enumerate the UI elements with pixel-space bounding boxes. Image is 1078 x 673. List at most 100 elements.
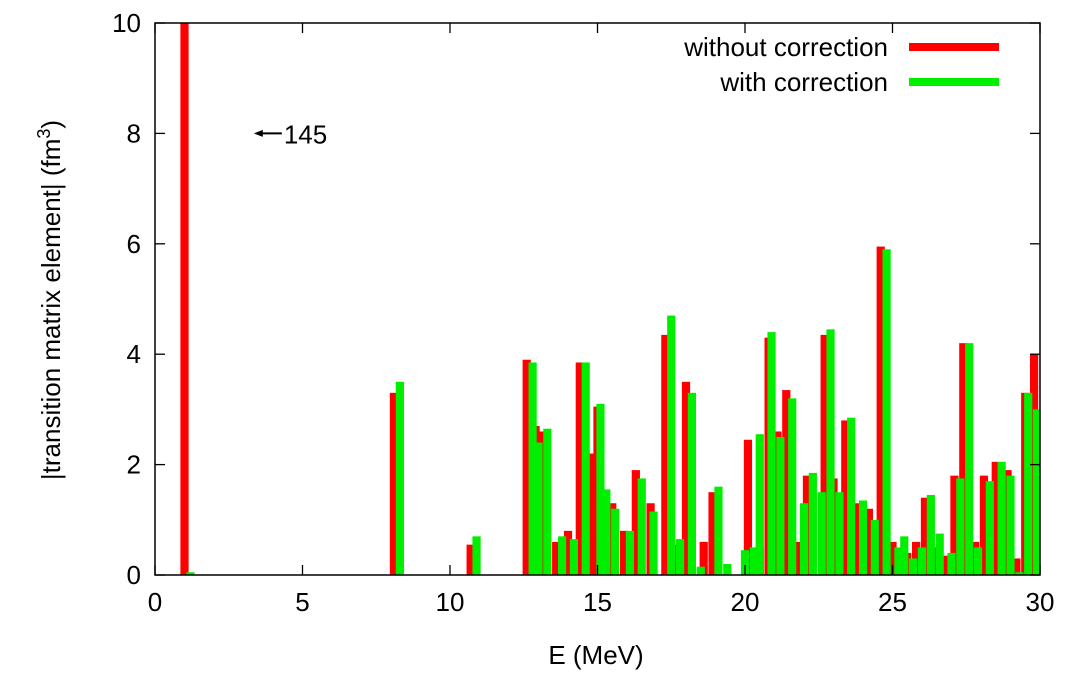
axes-layer: 0 5 10 15 20 25 30 0 2 4 6 8 10 bbox=[112, 8, 1054, 617]
bar bbox=[631, 470, 640, 575]
bar bbox=[534, 442, 543, 575]
x-tick-label: 0 bbox=[148, 587, 162, 617]
bar bbox=[788, 398, 797, 575]
bar bbox=[619, 530, 629, 575]
x-tick-label: 5 bbox=[295, 587, 309, 617]
bar bbox=[596, 403, 605, 575]
bar bbox=[979, 475, 989, 575]
bar bbox=[847, 417, 856, 575]
legend: without correction with correction bbox=[683, 32, 999, 97]
legend-item: without correction bbox=[683, 32, 999, 62]
bar bbox=[755, 434, 764, 575]
x-axis-label: E (MeV) bbox=[548, 640, 643, 670]
bar bbox=[611, 508, 620, 575]
bar bbox=[389, 392, 399, 575]
bar bbox=[794, 541, 803, 575]
y-tick-label: 0 bbox=[127, 560, 141, 590]
x-tick-label: 20 bbox=[731, 587, 760, 617]
series-with-correction bbox=[186, 249, 1040, 575]
bar bbox=[853, 503, 862, 575]
bar bbox=[965, 343, 974, 575]
bar bbox=[587, 453, 596, 575]
bar bbox=[991, 461, 1000, 575]
bar bbox=[708, 492, 717, 575]
y-axis-label-close: ) bbox=[36, 120, 66, 129]
bar bbox=[782, 390, 791, 575]
y-tick-label: 8 bbox=[127, 118, 141, 148]
bar bbox=[472, 536, 481, 575]
y-axis-label: |transition matrix element| (fm3) bbox=[34, 120, 66, 480]
annotation-layer: 145 bbox=[253, 119, 327, 149]
bar bbox=[947, 552, 956, 575]
bar bbox=[950, 475, 959, 575]
y-axis-label-sup: 3 bbox=[34, 129, 54, 139]
bar bbox=[817, 492, 826, 575]
legend-swatch bbox=[909, 43, 999, 51]
bar bbox=[959, 343, 968, 575]
bar bbox=[973, 547, 983, 575]
bar bbox=[1024, 392, 1033, 575]
x-tick-label: 15 bbox=[583, 587, 612, 617]
annotation-label: 145 bbox=[284, 119, 327, 149]
bar bbox=[395, 381, 404, 575]
bar bbox=[920, 497, 930, 575]
bar bbox=[826, 329, 835, 575]
x-tick-label: 30 bbox=[1026, 587, 1055, 617]
bar bbox=[820, 334, 829, 575]
bar bbox=[841, 420, 850, 575]
bar bbox=[466, 544, 475, 575]
bar bbox=[676, 539, 685, 575]
bar bbox=[699, 541, 708, 575]
bar bbox=[186, 572, 195, 575]
bar bbox=[888, 541, 897, 575]
bars-layer bbox=[180, 23, 1040, 575]
bar bbox=[687, 392, 696, 575]
y-axis-label-main: |transition matrix element| (fm bbox=[36, 139, 66, 481]
y-tick-label: 6 bbox=[127, 229, 141, 259]
bar bbox=[575, 362, 584, 575]
bar bbox=[985, 481, 994, 575]
bar bbox=[876, 246, 885, 575]
bar bbox=[900, 536, 909, 575]
bar bbox=[563, 530, 573, 575]
bar bbox=[1015, 572, 1024, 575]
bar bbox=[882, 249, 891, 575]
bar bbox=[667, 315, 676, 575]
bar bbox=[858, 500, 868, 575]
bar bbox=[808, 472, 817, 575]
bar bbox=[522, 359, 531, 575]
legend-swatch bbox=[909, 78, 999, 86]
bar bbox=[552, 541, 561, 575]
bar bbox=[681, 381, 691, 575]
bar bbox=[602, 489, 611, 575]
bar bbox=[997, 461, 1006, 575]
y-tick-label: 10 bbox=[112, 8, 141, 38]
bar bbox=[894, 547, 903, 575]
bar bbox=[941, 555, 950, 575]
bar bbox=[917, 547, 927, 575]
bar bbox=[926, 494, 935, 575]
bar bbox=[714, 486, 723, 575]
bar bbox=[749, 547, 758, 575]
bar bbox=[625, 530, 635, 575]
legend-label: without correction bbox=[683, 32, 888, 62]
bar bbox=[1032, 409, 1040, 575]
bar bbox=[1006, 475, 1015, 575]
bar bbox=[661, 334, 670, 575]
bar bbox=[1012, 558, 1021, 575]
bar bbox=[935, 533, 944, 575]
bar bbox=[543, 428, 552, 575]
bar bbox=[835, 492, 844, 575]
x-tick-label: 10 bbox=[436, 587, 465, 617]
bar bbox=[909, 558, 918, 575]
bar bbox=[649, 511, 658, 575]
bar bbox=[740, 550, 750, 575]
bar bbox=[767, 332, 776, 575]
bar bbox=[696, 566, 705, 575]
bar bbox=[870, 519, 879, 575]
bar bbox=[558, 536, 567, 575]
bar bbox=[581, 362, 590, 575]
legend-item: with correction bbox=[719, 67, 999, 97]
